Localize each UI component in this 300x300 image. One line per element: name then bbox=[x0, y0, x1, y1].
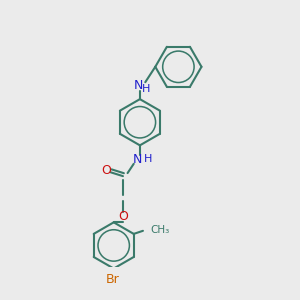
Text: H: H bbox=[142, 84, 150, 94]
Text: CH₃: CH₃ bbox=[151, 225, 170, 235]
Text: O: O bbox=[101, 164, 111, 177]
Text: N: N bbox=[133, 153, 142, 166]
Text: H: H bbox=[143, 154, 152, 164]
Text: O: O bbox=[118, 211, 128, 224]
Text: N: N bbox=[134, 79, 143, 92]
Text: Br: Br bbox=[105, 273, 119, 286]
